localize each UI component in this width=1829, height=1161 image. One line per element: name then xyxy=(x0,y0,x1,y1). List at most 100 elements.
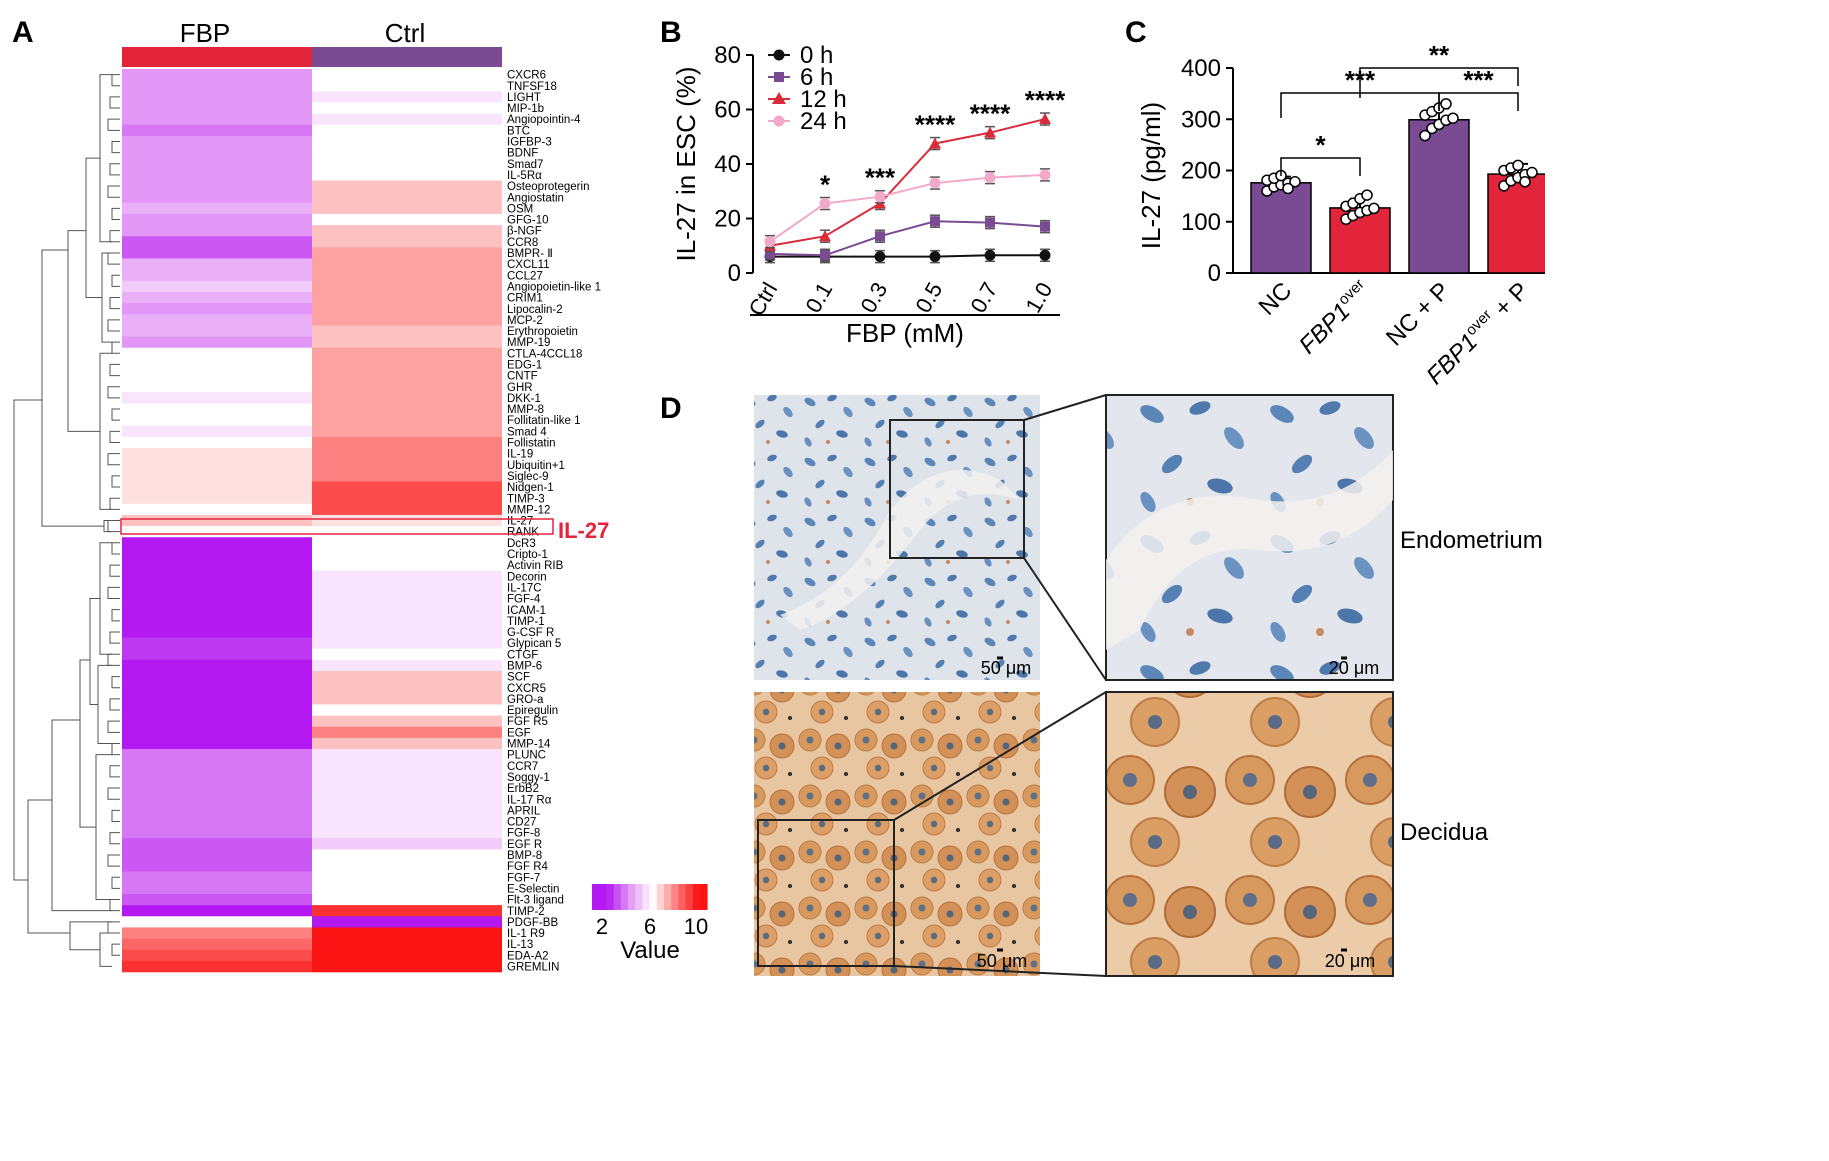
heatmap-row-label: FGF-4 xyxy=(507,594,541,606)
heatmap-row-label: Siglec-9 xyxy=(507,471,549,483)
fbp-group-bar xyxy=(122,47,312,67)
heatmap-cell-ctrl xyxy=(312,893,502,906)
heatmap-cell-ctrl xyxy=(312,771,502,783)
scale-bar-decidua: 50 μm xyxy=(977,951,1027,971)
heatmap-row-label: BTC xyxy=(507,125,530,137)
heatmap-cell-ctrl xyxy=(312,537,502,549)
heatmap-row-label: CTLA-4CCL18 xyxy=(507,348,582,360)
heatmap-cell-fbp xyxy=(122,737,312,750)
heatmap-cell-fbp xyxy=(122,514,312,527)
legend-label: 6 h xyxy=(800,64,833,91)
heatmap-cell-fbp xyxy=(122,158,312,170)
y-tick-label: 100 xyxy=(1181,209,1221,236)
heatmap-row-label: GRO-a xyxy=(507,694,544,706)
data-point xyxy=(874,191,886,203)
significance-bracket xyxy=(1280,157,1361,176)
data-point xyxy=(984,172,996,184)
heatmap-row-label: ICAM-1 xyxy=(507,605,546,617)
heatmap-row-label: BMPR- Ⅱ xyxy=(507,248,553,260)
data-point xyxy=(819,230,831,242)
data-point xyxy=(874,251,886,263)
heatmap-cell-fbp xyxy=(122,436,312,449)
x-tick-label: 0.3 xyxy=(855,278,892,317)
heatmap-cell-fbp xyxy=(122,548,312,560)
heatmap-cell-fbp xyxy=(122,269,312,282)
heatmap-row-label: Angiostatin xyxy=(507,192,564,204)
heatmap-cell-ctrl xyxy=(312,760,502,772)
heatmap-cell-fbp xyxy=(122,481,312,493)
y-tick-label: 60 xyxy=(714,97,741,124)
data-dot xyxy=(1289,176,1301,188)
data-dot xyxy=(1419,129,1431,142)
x-tick-label: NC xyxy=(1254,277,1298,321)
heatmap-row-label: CTGF xyxy=(507,649,538,661)
significance-bracket xyxy=(1438,92,1519,111)
data-point xyxy=(765,248,775,259)
heatmap-row-label: EGF R xyxy=(507,839,542,851)
heatmap-row-label: IL-17C xyxy=(507,582,542,594)
data-point xyxy=(930,216,940,227)
data-point xyxy=(875,231,885,242)
heatmap-cell-fbp xyxy=(122,414,312,427)
heatmap-row-label: Cripto-1 xyxy=(507,549,548,561)
legend-title: Value xyxy=(620,937,680,964)
heatmap-cell-ctrl xyxy=(312,180,502,192)
heatmap-row-label: Flt-3 ligand xyxy=(507,895,564,907)
heatmap-cell-fbp xyxy=(122,682,312,694)
x-tick-label: 0.7 xyxy=(965,278,1002,317)
heatmap-cell-ctrl xyxy=(312,838,502,850)
heatmap-cell-fbp xyxy=(122,370,312,382)
legend-swatch xyxy=(628,884,636,910)
heatmap-cell-fbp xyxy=(122,726,312,739)
heatmap-cell-ctrl xyxy=(312,425,502,438)
heatmap-row-label: MCP-2 xyxy=(507,315,543,327)
x-axis-label: FBP (mM) xyxy=(846,318,964,348)
heatmap-cell-fbp xyxy=(122,592,312,605)
heatmap-cell-fbp xyxy=(122,871,312,884)
panel-letter-c: C xyxy=(1125,16,1147,49)
heatmap-cell-ctrl xyxy=(312,470,502,482)
heatmap-row-label: FGF-8 xyxy=(507,828,540,840)
heatmap-row-label: IL-17 Rα xyxy=(507,794,552,806)
heatmap-row-label: GREMLIN xyxy=(507,962,559,974)
data-point xyxy=(984,126,996,138)
bar xyxy=(1250,182,1312,274)
heatmap-cell-fbp xyxy=(122,314,312,326)
heatmap-cell-fbp xyxy=(122,604,312,616)
heatmap-cell-ctrl xyxy=(312,414,502,427)
heatmap-row-label: ErbB2 xyxy=(507,783,539,795)
heatmap-cell-fbp xyxy=(122,225,312,237)
heatmap-cell-ctrl xyxy=(312,782,502,794)
heatmap-cell-ctrl xyxy=(312,336,502,349)
heatmap-cell-fbp xyxy=(122,392,312,404)
heatmap-cell-ctrl xyxy=(312,804,502,817)
heatmap-cell-ctrl xyxy=(312,436,502,449)
data-dot xyxy=(1447,112,1459,124)
heatmap-row-label: TIMP-2 xyxy=(507,906,545,918)
heatmap-row-label: Decorin xyxy=(507,571,547,583)
data-dot xyxy=(1440,98,1452,110)
heatmap-cell-ctrl xyxy=(312,403,502,415)
heatmap-cell-fbp xyxy=(122,303,312,315)
heatmap-cell-fbp xyxy=(122,336,312,349)
heatmap-cell-fbp xyxy=(122,80,312,92)
heatmap-cell-fbp xyxy=(122,648,312,661)
heatmap-cell-ctrl xyxy=(312,158,502,170)
heatmap-cell-ctrl xyxy=(312,938,502,951)
data-point xyxy=(984,249,996,261)
heatmap-cell-fbp xyxy=(122,671,312,683)
y-tick-label: 0 xyxy=(1208,260,1221,287)
series-line xyxy=(769,118,1046,247)
heatmap-cell-fbp xyxy=(122,135,312,148)
heatmap-cell-fbp xyxy=(122,615,312,627)
heatmap-cell-fbp xyxy=(122,503,312,516)
legend-swatch xyxy=(642,884,650,910)
heatmap-cell-ctrl xyxy=(312,615,502,627)
heatmap-cell-fbp xyxy=(122,325,312,337)
heatmap-cell-ctrl xyxy=(312,749,502,761)
heatmap-row-label: Soggy-1 xyxy=(507,772,550,784)
heatmap-row-label: FGF R5 xyxy=(507,716,548,728)
data-point xyxy=(1039,249,1051,261)
heatmap-row-label: IL-5Rα xyxy=(507,170,542,182)
heatmap-cell-ctrl xyxy=(312,793,502,806)
